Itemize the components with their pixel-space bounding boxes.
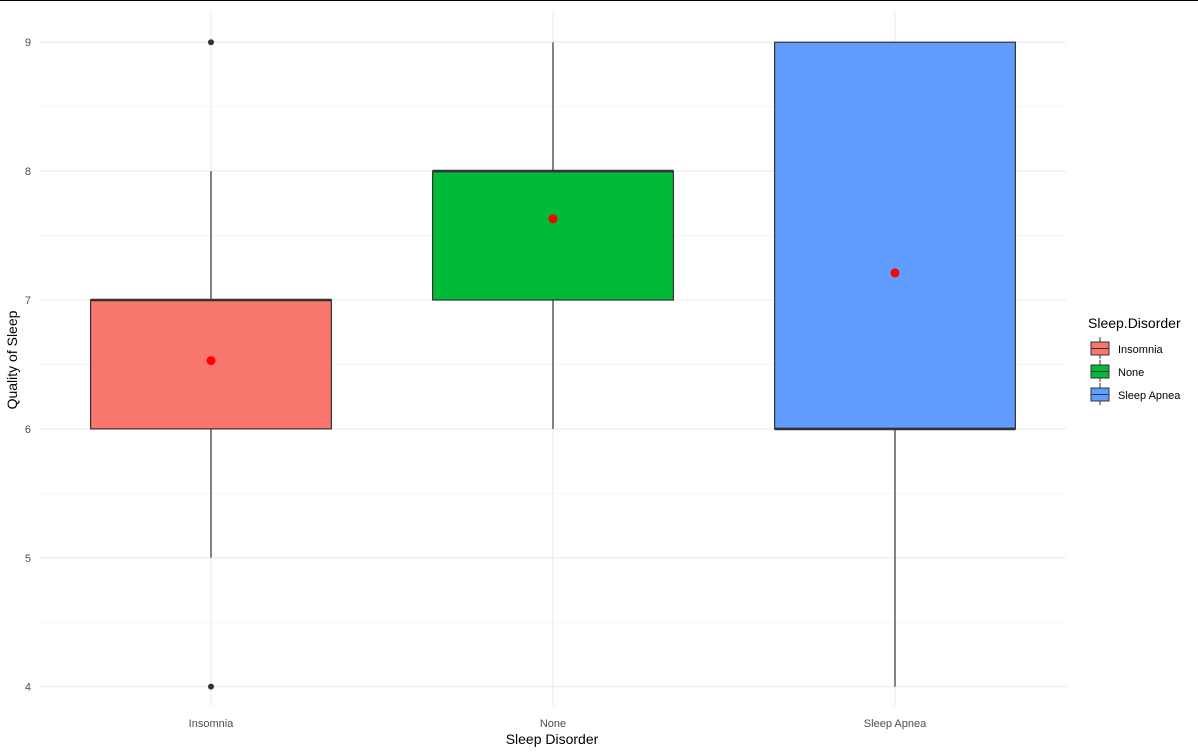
legend-label: Insomnia [1118,344,1164,356]
y-tick-label: 6 [25,424,31,436]
mean-point [890,268,900,278]
legend-item: Insomnia [1090,337,1164,359]
y-axis-ticks: 4 5 6 7 8 9 [25,37,31,693]
x-axis-ticks: Insomnia None Sleep Apnea [189,718,927,730]
box-layer [90,39,1016,690]
x-axis-title: Sleep Disorder [506,731,599,747]
legend: Sleep.Disorder Insomnia None Sleep Apnea [1088,315,1181,405]
legend-item: None [1090,360,1144,382]
legend-items: Insomnia None Sleep Apnea [1090,337,1181,405]
mean-point [206,356,216,366]
legend-item: Sleep Apnea [1090,383,1181,405]
y-tick-label: 8 [25,166,31,178]
box-group [432,42,674,429]
box-rect [774,41,1016,430]
outlier-point [208,683,214,690]
y-tick-label: 9 [25,37,31,49]
x-tick-label: Insomnia [189,718,235,730]
y-tick-label: 5 [25,553,31,565]
outlier-point [208,39,214,46]
y-axis-title: Quality of Sleep [4,310,20,409]
legend-label: None [1118,367,1144,379]
box-group [774,41,1016,687]
mean-point [548,214,558,224]
y-tick-label: 4 [25,682,31,694]
x-tick-label: Sleep Apnea [864,718,927,730]
legend-title: Sleep.Disorder [1088,315,1181,331]
box-rect [432,170,674,301]
top-border [0,0,1198,1]
y-tick-label: 7 [25,295,31,307]
box-group [90,39,332,690]
legend-label: Sleep Apnea [1118,390,1181,402]
x-tick-label: None [540,718,566,730]
